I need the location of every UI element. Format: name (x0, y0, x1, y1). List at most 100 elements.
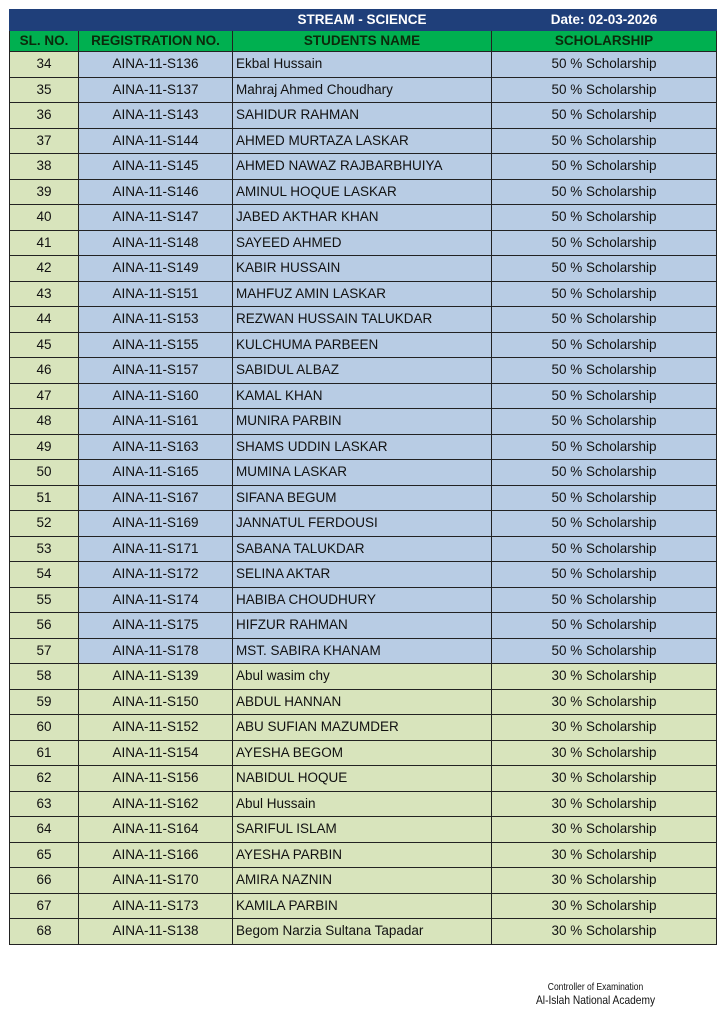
sl-cell: 34 (9, 51, 79, 78)
stream-label: STREAM - SCIENCE (232, 9, 492, 31)
registration-cell: AINA-11-S174 (78, 586, 233, 613)
sl-cell: 40 (9, 204, 79, 231)
table-row: 66 AINA-11-S170 AMIRA NAZNIN 30 % Scholarsh… (9, 867, 717, 894)
sl-cell: 36 (9, 102, 79, 129)
name-cell: SAYEED AHMED (232, 229, 492, 256)
sl-cell: 63 (9, 790, 79, 817)
scholarship-cell: 30 % Scholarship (491, 739, 717, 766)
sl-cell: 47 (9, 382, 79, 409)
registration-cell: AINA-11-S156 (78, 765, 233, 792)
name-cell: AHMED MURTAZA LASKAR (232, 127, 492, 154)
name-cell: AYESHA PARBIN (232, 841, 492, 868)
sl-cell: 67 (9, 892, 79, 919)
scholarship-cell: 50 % Scholarship (491, 76, 717, 103)
table-row: 56 AINA-11-S175 HIFZUR RAHMAN 50 % Scholars… (9, 612, 717, 639)
scholarship-cell: 30 % Scholarship (491, 892, 717, 919)
col-registration-no: REGISTRATION NO. (78, 30, 233, 52)
table-row: 60 AINA-11-S152 ABU SUFIAN MAZUMDER 30 % Sc… (9, 714, 717, 741)
registration-cell: AINA-11-S137 (78, 76, 233, 103)
table-row: 64 AINA-11-S164 SARIFUL ISLAM 30 % Scholars… (9, 816, 717, 843)
sl-cell: 57 (9, 637, 79, 664)
scholarship-cell: 50 % Scholarship (491, 433, 717, 460)
sl-cell: 43 (9, 280, 79, 307)
sl-cell: 66 (9, 867, 79, 894)
scholarship-cell: 30 % Scholarship (491, 688, 717, 715)
scholarship-cell: 50 % Scholarship (491, 637, 717, 664)
sl-cell: 49 (9, 433, 79, 460)
table-row: 38 AINA-11-S145 AHMED NAWAZ RAJBARBHUIYA 50… (9, 153, 717, 180)
name-cell: KAMILA PARBIN (232, 892, 492, 919)
name-cell: SHAMS UDDIN LASKAR (232, 433, 492, 460)
table-row: 54 AINA-11-S172 SELINA AKTAR 50 % Scholarsh… (9, 561, 717, 588)
registration-cell: AINA-11-S162 (78, 790, 233, 817)
name-cell: SABIDUL ALBAZ (232, 357, 492, 384)
table-row: 58 AINA-11-S139 Abul wasim chy 30 % Scholar… (9, 663, 717, 690)
scholarship-cell: 50 % Scholarship (491, 484, 717, 511)
registration-cell: AINA-11-S145 (78, 153, 233, 180)
col-students-name: STUDENTS NAME (232, 30, 492, 52)
table-body: 34 AINA-11-S136 Ekbal Hussain 50 % Scholars… (9, 51, 717, 945)
table-row: 46 AINA-11-S157 SABIDUL ALBAZ 50 % Scholars… (9, 357, 717, 384)
table-row: 63 AINA-11-S162 Abul Hussain 30 % Scholarsh… (9, 790, 717, 817)
registration-cell: AINA-11-S154 (78, 739, 233, 766)
scholarship-cell: 50 % Scholarship (491, 229, 717, 256)
date-label: Date: 02-03-2026 (491, 9, 717, 31)
name-cell: Ekbal Hussain (232, 51, 492, 78)
name-cell: JANNATUL FERDOUSI (232, 510, 492, 537)
registration-cell: AINA-11-S151 (78, 280, 233, 307)
name-cell: KULCHUMA PARBEEN (232, 331, 492, 358)
table-row: 62 AINA-11-S156 NABIDUL HOQUE 30 % Scholars… (9, 765, 717, 792)
name-cell: MUMINA LASKAR (232, 459, 492, 486)
name-cell: MAHFUZ AMIN LASKAR (232, 280, 492, 307)
sl-cell: 52 (9, 510, 79, 537)
name-cell: SARIFUL ISLAM (232, 816, 492, 843)
scholarship-cell: 50 % Scholarship (491, 586, 717, 613)
institution-name: Al-Islah National Academy (536, 993, 656, 1007)
name-cell: AHMED NAWAZ RAJBARBHUIYA (232, 153, 492, 180)
scholarship-cell: 30 % Scholarship (491, 663, 717, 690)
table-row: 59 AINA-11-S150 ABDUL HANNAN 30 % Scholarsh… (9, 688, 717, 715)
sl-cell: 48 (9, 408, 79, 435)
registration-cell: AINA-11-S149 (78, 255, 233, 282)
table-row: 57 AINA-11-S178 MST. SABIRA KHANAM 50 % Sch… (9, 637, 717, 664)
table-row: 43 AINA-11-S151 MAHFUZ AMIN LASKAR 50 % Sch… (9, 280, 717, 307)
table-row: 37 AINA-11-S144 AHMED MURTAZA LASKAR 50 % S… (9, 127, 717, 154)
sl-cell: 45 (9, 331, 79, 358)
sl-cell: 60 (9, 714, 79, 741)
signatory-title: Controller of Examination (547, 982, 644, 993)
sl-cell: 39 (9, 178, 79, 205)
scholarship-cell: 50 % Scholarship (491, 306, 717, 333)
table-row: 36 AINA-11-S143 SAHIDUR RAHMAN 50 % Scholar… (9, 102, 717, 129)
table-row: 42 AINA-11-S149 KABIR HUSSAIN 50 % Scholars… (9, 255, 717, 282)
scholarship-cell: 50 % Scholarship (491, 51, 717, 78)
table-row: 52 AINA-11-S169 JANNATUL FERDOUSI 50 % Scho… (9, 510, 717, 537)
registration-cell: AINA-11-S148 (78, 229, 233, 256)
table-row: 45 AINA-11-S155 KULCHUMA PARBEEN 50 % Schol… (9, 331, 717, 358)
scholarship-cell: 50 % Scholarship (491, 280, 717, 307)
scholarship-cell: 50 % Scholarship (491, 357, 717, 384)
scholarship-cell: 50 % Scholarship (491, 408, 717, 435)
registration-cell: AINA-11-S138 (78, 918, 233, 945)
column-header-row: SL. NO. REGISTRATION NO. STUDENTS NAME S… (9, 30, 717, 52)
table-row: 47 AINA-11-S160 KAMAL KHAN 50 % Scholarship (9, 382, 717, 409)
registration-cell: AINA-11-S173 (78, 892, 233, 919)
col-sl-no: SL. NO. (9, 30, 79, 52)
name-cell: SABANA TALUKDAR (232, 535, 492, 562)
table-row: 61 AINA-11-S154 AYESHA BEGOM 30 % Scholarsh… (9, 739, 717, 766)
scholarship-cell: 30 % Scholarship (491, 714, 717, 741)
registration-cell: AINA-11-S150 (78, 688, 233, 715)
registration-cell: AINA-11-S172 (78, 561, 233, 588)
sl-cell: 62 (9, 765, 79, 792)
table-row: 65 AINA-11-S166 AYESHA PARBIN 30 % Scholars… (9, 841, 717, 868)
sl-cell: 53 (9, 535, 79, 562)
table-row: 41 AINA-11-S148 SAYEED AHMED 50 % Scholarsh… (9, 229, 717, 256)
scholarship-cell: 50 % Scholarship (491, 178, 717, 205)
registration-cell: AINA-11-S153 (78, 306, 233, 333)
name-cell: AMINUL HOQUE LASKAR (232, 178, 492, 205)
registration-cell: AINA-11-S164 (78, 816, 233, 843)
registration-cell: AINA-11-S155 (78, 331, 233, 358)
table-row: 49 AINA-11-S163 SHAMS UDDIN LASKAR 50 % Sch… (9, 433, 717, 460)
sl-cell: 55 (9, 586, 79, 613)
name-cell: HABIBA CHOUDHURY (232, 586, 492, 613)
scholarship-cell: 50 % Scholarship (491, 153, 717, 180)
